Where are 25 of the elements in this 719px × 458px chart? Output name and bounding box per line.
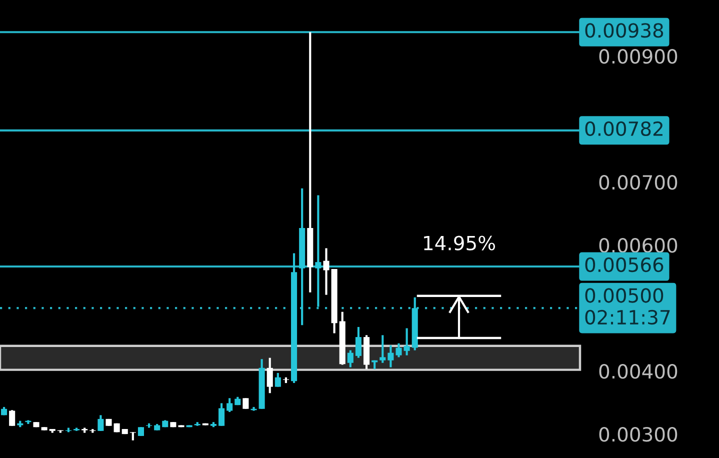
candlestick	[266, 356, 273, 394]
candlestick	[9, 409, 16, 427]
ref-line-label: 0.00782	[585, 121, 662, 136]
candlestick	[323, 247, 330, 296]
y-tick-label: 0.00600	[599, 238, 678, 253]
candlestick	[315, 194, 322, 308]
candlestick	[380, 334, 386, 364]
candlestick	[218, 402, 225, 427]
ref-line-label: 0.00938	[585, 23, 664, 38]
candlestick	[396, 342, 402, 358]
y-tick-label: 0.00900	[599, 49, 678, 64]
candlestick	[404, 327, 410, 356]
candlestick	[242, 397, 249, 410]
candlestick	[98, 414, 104, 432]
candlestick	[388, 344, 394, 368]
candlestick	[226, 397, 233, 414]
ref-line-label: 0.00500 02:11:37	[585, 288, 670, 325]
annotation: 14.95%	[424, 236, 495, 250]
y-tick-label: 0.00700	[599, 175, 678, 190]
ref-line-label: 0.00566	[585, 257, 664, 272]
candlestick	[355, 326, 362, 359]
y-tick-label: 0.00400	[599, 364, 678, 379]
candlestick	[347, 349, 354, 368]
y-tick-label: 0.00300	[599, 427, 678, 442]
candlestick	[274, 372, 281, 388]
